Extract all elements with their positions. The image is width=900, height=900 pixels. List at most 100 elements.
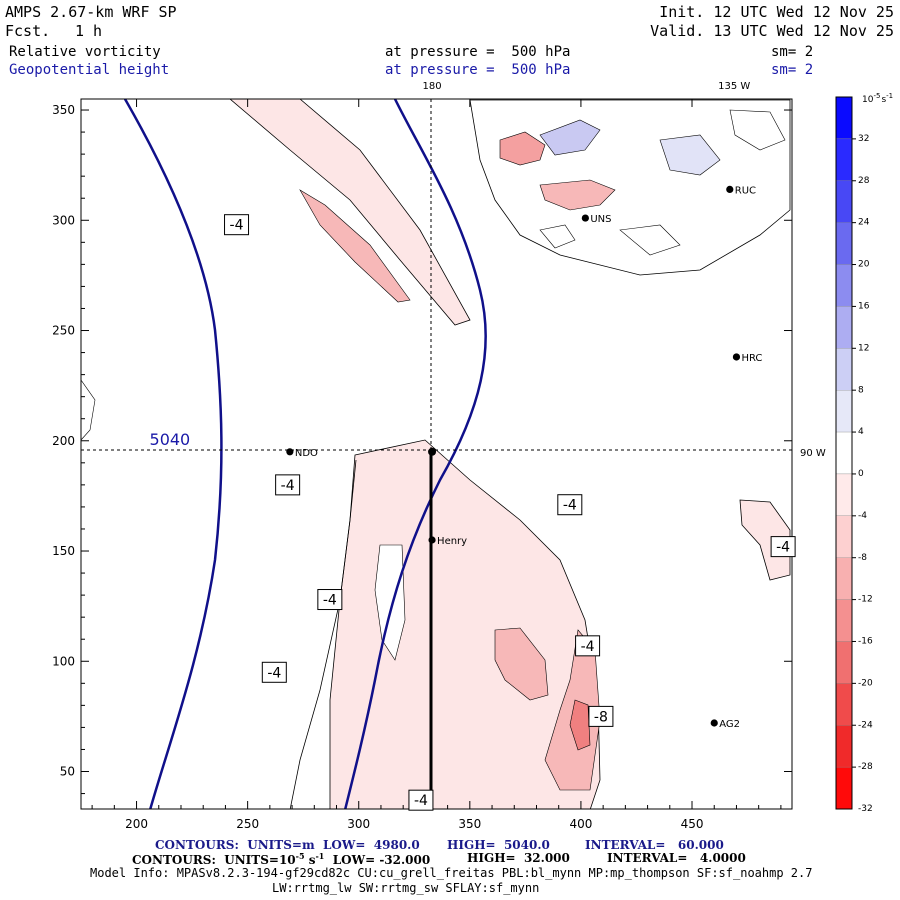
contour-labels: -4 -4 -4 -4 -4 -4 -8 -4 -4 [224,214,796,811]
footer-model-info-2: LW:rrtmg_lw SW:rrtmg_sw SFLAY:sf_mynn [272,881,540,895]
station-marker [286,448,294,456]
contour-label-box [275,474,301,496]
y-tick-label: 100 [52,654,75,668]
colorbar-swatch [835,138,853,181]
colorbar-label: 0 [858,469,864,479]
forecast-value: 1 h [75,22,103,40]
contour-label: -4 [317,589,343,611]
footer-vorticity-interval: INTERVAL= 4.0000 [607,851,746,865]
vorticity-core-right [544,629,601,791]
contour-label: -4 [408,789,434,811]
colorbar-swatch [835,683,853,726]
contour-label-text: -4 [230,218,244,234]
colorbar-label: 8 [858,385,864,395]
vorticity-contour-edge [81,379,96,441]
station-ruc: RUC [726,185,756,196]
colorbar-label: -12 [858,595,873,605]
colorbar-swatch [835,725,853,768]
vorticity-cluster-2 [539,179,616,211]
vorticity-band-main [329,439,601,809]
contour-label-box [261,661,287,683]
contour-label: -4 [224,214,250,236]
footer-vorticity-contours: CONTOURS: UNITS=10-5 s-1 LOW= -32.000 [132,851,431,867]
footer-model-info: Model Info: MPASv8.2.3-194-gf29cd82c CU:… [90,866,813,880]
init-time: Init. 12 UTC Wed 12 Nov 25 [659,3,894,21]
y-tick-label: 200 [52,434,75,448]
colorbar-label: -20 [858,678,873,688]
colorbar-swatch [835,306,853,349]
smoothing-geopotential: sm= 2 [771,62,814,78]
colorbar-label: -24 [858,720,873,730]
colorbar-swatch [835,264,853,307]
colorbar-label: -8 [858,553,867,563]
contour-label-text: -4 [414,793,428,809]
stations: NDO Henry HRC AG2 RUC UNS [286,185,762,730]
valid-time: Valid. 13 UTC Wed 12 Nov 25 [650,22,894,40]
y-tick-label: 300 [52,213,75,227]
vorticity-contour-west [289,459,357,809]
colorbar-swatch [835,766,853,810]
field-geopotential: Geopotential height [9,62,170,78]
contour-label-text: -4 [323,593,337,609]
colorbar-unit: 10-5s-1 [862,92,893,105]
station-ag2: AG2 [710,719,740,730]
geopotential-contour-west [123,99,223,809]
y-tick-labels: 50 100 150 200 250 300 350 [52,103,75,778]
vorticity-cluster-5 [619,224,681,256]
contour-label: -4 [575,635,601,657]
contour-label-box [770,536,796,558]
vorticity-band-upper [229,99,471,326]
contour-label-text: -4 [281,478,295,494]
vorticity-core-upper [299,189,411,303]
plot-frame [80,98,793,810]
colorbar-label: -16 [858,637,873,647]
contour-label-text: -4 [267,665,281,681]
pressure-geopotential: at pressure = 500 hPa [385,62,571,78]
contour-label: -4 [770,536,796,558]
station-label: NDO [295,448,318,459]
meridian-label: 180 [423,81,442,92]
y-tick-label: 350 [52,103,75,117]
colorbar-label: 4 [858,427,864,437]
field-vorticity: Relative vorticity [9,44,161,60]
vorticity-core-max [569,699,591,751]
vorticity-region-northeast [469,99,791,276]
colorbar-swatch [835,473,853,516]
colorbar-swatch [835,431,853,475]
colorbar-label: 24 [858,218,870,228]
y-tick-label: 50 [60,765,75,779]
station-label: HRC [741,353,762,364]
map-field [81,99,792,809]
x-tick-label: 450 [681,817,704,831]
contour-label: -4 [275,474,301,496]
x-tick-labels: 200 250 300 350 400 450 [125,817,703,831]
station-uns: UNS [581,214,612,225]
colorbar-swatch [835,390,853,433]
colorbar-label: 28 [858,176,870,186]
station-label: RUC [735,185,756,196]
station-marker [428,536,436,544]
x-tick-label: 350 [458,817,481,831]
x-tick-label: 300 [347,817,370,831]
geopotential-contour-east [343,99,487,809]
meridian-label: 135 W [718,81,750,92]
footer-height-high: HIGH= 5040.0 [447,838,550,852]
crosshair-marker [428,447,437,456]
colorbar-label: -32 [858,804,873,814]
colorbar-label: 32 [858,134,869,144]
contour-label-box [224,214,250,236]
contour-label: -4 [557,494,583,516]
forecast-label: Fcst. [5,22,51,40]
station-label: Henry [437,536,467,547]
contour-label: -4 [261,661,287,683]
meridian-labels: 180 135 W 90 W [423,81,826,459]
colorbar-swatch [835,222,853,265]
contour-label-box [588,705,614,727]
contour-label-text: -4 [776,540,790,556]
colorbar-swatch [835,348,853,391]
height-contour-label: 5040 [150,430,191,449]
vorticity-cluster-3 [539,119,601,156]
contour-label-text: -8 [594,709,608,725]
vorticity-cluster-1 [499,131,546,166]
colorbar-swatch [835,557,853,600]
